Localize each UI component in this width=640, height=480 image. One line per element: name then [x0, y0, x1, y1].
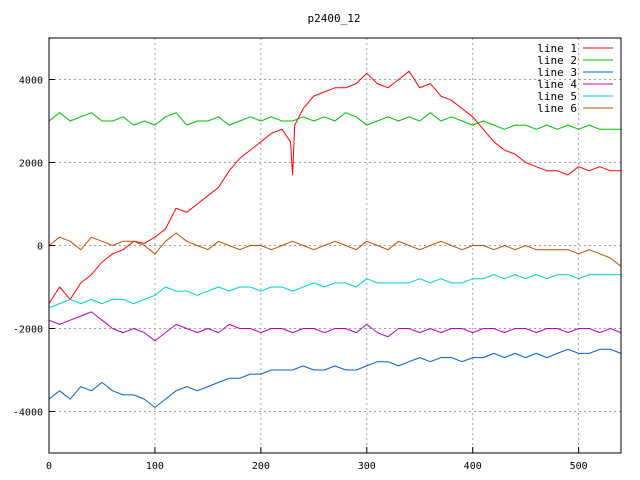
series-line-2: [48, 112, 621, 130]
series-line-5: [48, 274, 621, 309]
series-layer: [48, 70, 622, 408]
x-tick-label: 400: [464, 461, 482, 472]
y-tick-label: 2000: [19, 159, 43, 170]
legend-label: line 4: [537, 78, 577, 91]
y-tick-label: 4000: [19, 76, 43, 87]
series-line-1: [48, 70, 621, 304]
series-line-3: [48, 348, 622, 408]
legend-label: line 3: [537, 66, 577, 79]
series-line-4: [48, 311, 622, 342]
legend-label: line 2: [537, 54, 577, 67]
x-tick-label: 300: [358, 461, 376, 472]
x-tick-label: 100: [146, 461, 164, 472]
x-tick-label: 200: [252, 461, 270, 472]
tick-layer: 0 100 200 300 400 500 -4000 -2000 0 2000 4000: [13, 76, 588, 473]
y-tick-label: -4000: [13, 408, 43, 419]
legend-label: line 5: [537, 90, 577, 103]
x-tick-label: 0: [46, 461, 52, 472]
legend-label: line 6: [537, 102, 577, 115]
x-tick-label: 500: [570, 461, 588, 472]
series-line-6: [48, 232, 622, 267]
legend-label: line 1: [537, 42, 577, 55]
chart-title: p2400_12: [308, 12, 361, 25]
y-tick-label: 0: [37, 242, 43, 253]
grid-layer: [49, 38, 621, 453]
y-tick-label: -2000: [13, 325, 43, 336]
